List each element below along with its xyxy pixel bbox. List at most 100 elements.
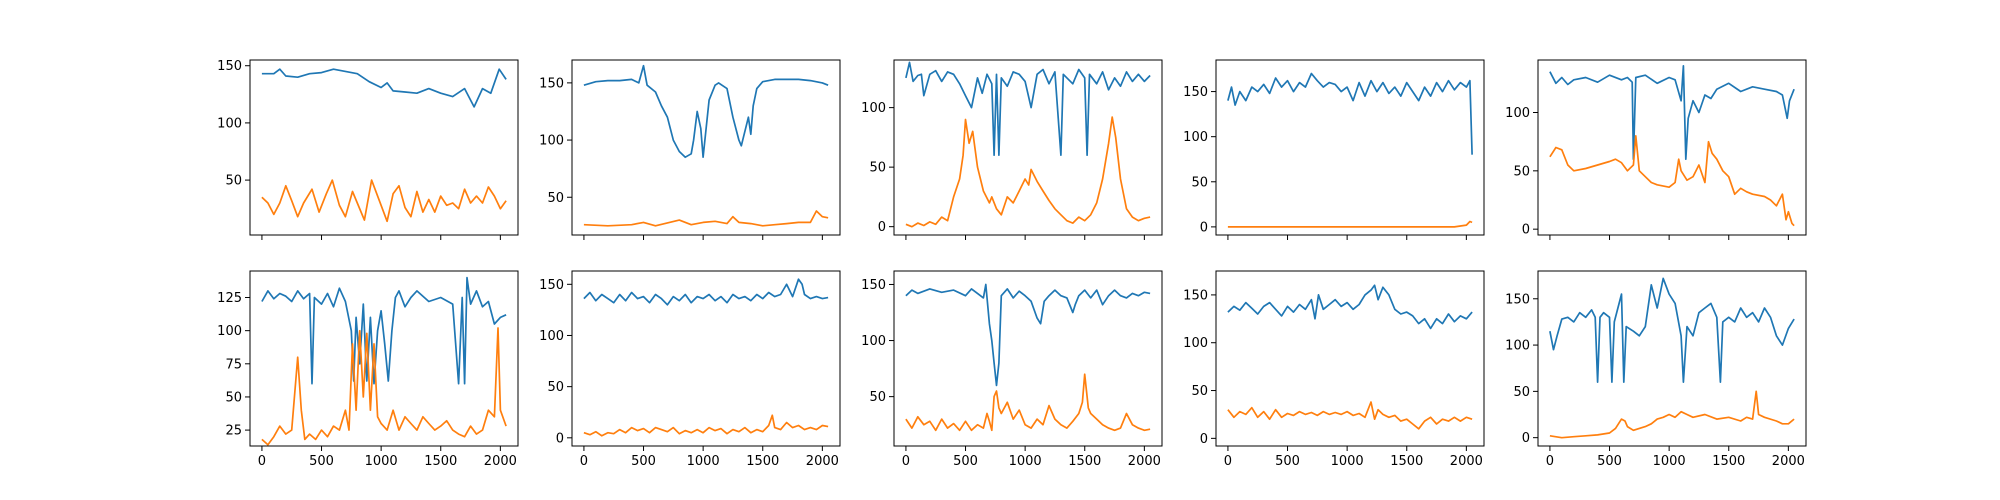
series-1-line xyxy=(583,64,829,159)
y-tick-label: 0 xyxy=(556,431,564,446)
x-tick-label: 500 xyxy=(309,454,334,469)
subplot-3: 0 50 100 xyxy=(861,59,1163,240)
axes-frame xyxy=(1215,270,1485,447)
x-tick-label: 2000 xyxy=(484,454,517,469)
x-tick-label: 1000 xyxy=(687,454,720,469)
x-tick-label: 2000 xyxy=(1128,454,1161,469)
subplot-8: 0 500 1000 1500 2000 50 100 150 xyxy=(861,270,1163,469)
y-tick-label: 100 xyxy=(1183,336,1208,351)
y-tick-label: 125 xyxy=(217,291,242,306)
x-tick-label: 2000 xyxy=(806,454,839,469)
subplot-7: 0 500 1000 1500 2000 0 50 100 150 xyxy=(539,270,841,469)
y-tick-label: 0 xyxy=(1200,220,1208,235)
x-tick-label: 1500 xyxy=(1712,454,1745,469)
y-tick-label: 150 xyxy=(861,278,886,293)
axes-frame xyxy=(893,270,1163,447)
series-2-line xyxy=(261,327,507,446)
y-tick-label: 0 xyxy=(1522,431,1530,446)
y-tick-label: 100 xyxy=(1505,106,1530,121)
y-tick-label: 50 xyxy=(225,174,242,189)
y-tick-label: 50 xyxy=(547,380,564,395)
y-tick-label: 150 xyxy=(1505,292,1530,307)
axes-frame xyxy=(893,59,1163,236)
series-1-line xyxy=(905,61,1151,157)
y-tick-label: 50 xyxy=(1513,164,1530,179)
y-tick-label: 100 xyxy=(1505,339,1530,354)
series-1-line xyxy=(1227,72,1473,155)
series-2-line xyxy=(261,179,507,223)
series-1-line xyxy=(261,276,507,385)
x-tick-label: 1500 xyxy=(1390,454,1423,469)
y-tick-label: 50 xyxy=(1513,385,1530,400)
y-tick-label: 100 xyxy=(217,116,242,131)
x-tick-label: 1500 xyxy=(1068,454,1101,469)
axes-frame xyxy=(1537,270,1807,447)
y-tick-label: 100 xyxy=(217,324,242,339)
x-tick-label: 1500 xyxy=(746,454,779,469)
series-1-line xyxy=(261,68,507,108)
axes-frame xyxy=(249,270,519,447)
subplot-6: 0 500 1000 1500 2000 25 50 75 100 125 xyxy=(217,270,519,469)
axes-frame xyxy=(1215,59,1485,236)
x-tick-label: 500 xyxy=(953,454,978,469)
series-1-line xyxy=(583,278,829,306)
subplot-2: 50 100 150 xyxy=(539,59,841,240)
x-tick-label: 1500 xyxy=(424,454,457,469)
x-tick-label: 0 xyxy=(902,454,910,469)
x-tick-label: 500 xyxy=(1275,454,1300,469)
x-tick-label: 2000 xyxy=(1450,454,1483,469)
x-tick-label: 0 xyxy=(1224,454,1232,469)
subplot-10: 0 500 1000 1500 2000 0 50 100 150 xyxy=(1505,270,1807,469)
y-tick-label: 0 xyxy=(1200,432,1208,447)
y-tick-label: 100 xyxy=(861,101,886,116)
series-1-line xyxy=(1227,284,1473,330)
x-tick-label: 500 xyxy=(1597,454,1622,469)
series-2-line xyxy=(905,373,1151,432)
y-tick-label: 100 xyxy=(539,134,564,149)
x-tick-label: 500 xyxy=(631,454,656,469)
x-tick-label: 1000 xyxy=(1009,454,1042,469)
x-tick-label: 0 xyxy=(258,454,266,469)
y-tick-label: 75 xyxy=(225,357,242,372)
x-tick-label: 0 xyxy=(580,454,588,469)
y-tick-label: 0 xyxy=(878,220,886,235)
y-tick-label: 0 xyxy=(1522,223,1530,238)
y-tick-label: 100 xyxy=(539,329,564,344)
y-tick-label: 150 xyxy=(217,59,242,74)
y-tick-label: 50 xyxy=(547,191,564,206)
y-tick-label: 50 xyxy=(225,390,242,405)
series-1-line xyxy=(1549,64,1795,161)
y-tick-label: 100 xyxy=(861,334,886,349)
axes-frame xyxy=(249,59,519,236)
subplot-1: 50 100 150 xyxy=(217,59,519,240)
y-tick-label: 150 xyxy=(1183,85,1208,100)
y-tick-label: 50 xyxy=(869,161,886,176)
x-tick-label: 0 xyxy=(1546,454,1554,469)
axes-frame xyxy=(1537,59,1807,236)
subplot-4: 0 50 100 150 xyxy=(1183,59,1485,240)
series-2-line xyxy=(583,210,829,227)
y-tick-label: 50 xyxy=(1191,175,1208,190)
x-tick-label: 1000 xyxy=(1331,454,1364,469)
series-1-line xyxy=(905,283,1151,387)
y-tick-label: 150 xyxy=(539,76,564,91)
subplot-5: 0 50 100 xyxy=(1505,59,1807,240)
y-tick-label: 150 xyxy=(1183,288,1208,303)
x-tick-label: 1000 xyxy=(365,454,398,469)
series-2-line xyxy=(1227,401,1473,430)
x-tick-label: 2000 xyxy=(1772,454,1805,469)
series-2-line xyxy=(905,116,1151,228)
x-tick-label: 1000 xyxy=(1653,454,1686,469)
series-1-line xyxy=(1549,277,1795,383)
y-tick-label: 100 xyxy=(1183,130,1208,145)
axes-frame xyxy=(571,59,841,236)
axes-frame xyxy=(571,270,841,447)
subplot-9: 0 500 1000 1500 2000 0 50 100 150 xyxy=(1183,270,1485,469)
series-2-line xyxy=(583,414,829,437)
series-2-line xyxy=(1549,134,1795,227)
y-tick-label: 50 xyxy=(1191,384,1208,399)
y-tick-label: 50 xyxy=(869,390,886,405)
y-tick-label: 25 xyxy=(225,424,242,439)
series-2-line xyxy=(1549,390,1795,439)
